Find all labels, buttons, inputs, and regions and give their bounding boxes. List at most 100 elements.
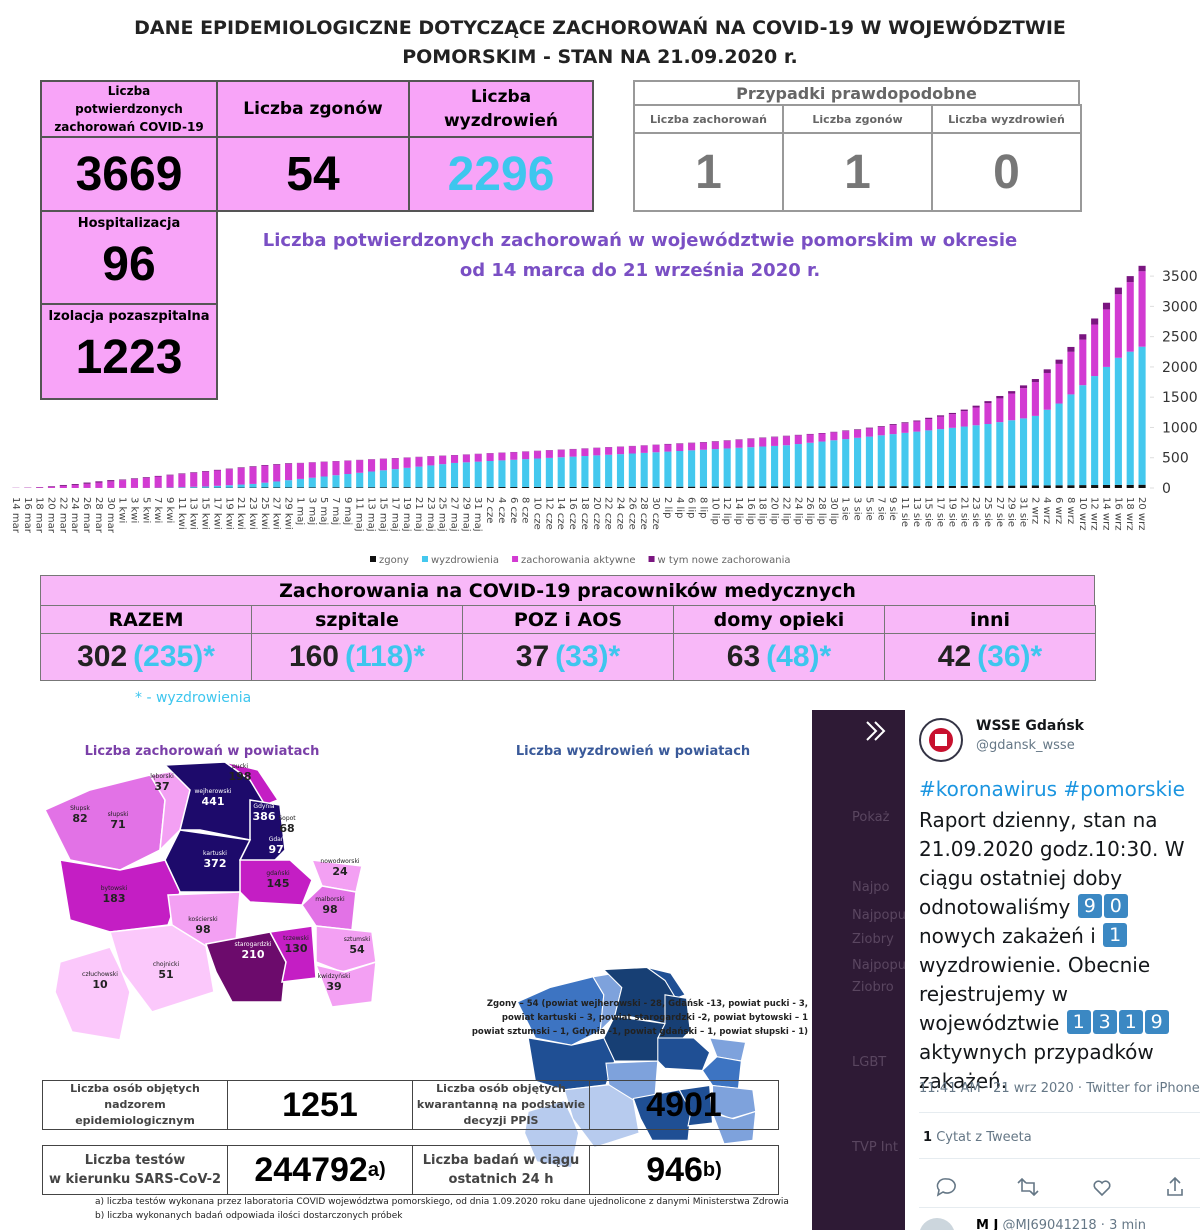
bar-segment <box>1067 346 1075 352</box>
bar-segment <box>913 431 921 487</box>
bar-segment <box>1091 376 1099 486</box>
action-bar <box>936 1176 1183 1197</box>
x-tick-label: 19 maj <box>401 497 412 532</box>
bar-segment <box>510 452 518 460</box>
bar-segment <box>901 486 909 488</box>
bar-segment <box>842 431 850 440</box>
bar-segment <box>1114 357 1122 485</box>
bar-segment <box>367 459 376 472</box>
stat-box: Hospitalizacja 96 <box>40 210 218 305</box>
bar-segment <box>699 442 708 450</box>
region-value: 51 <box>727 890 737 898</box>
x-tick-label: 14 cze <box>555 497 566 530</box>
legend-label: wyzdrowienia <box>431 555 499 566</box>
region-value: 136 <box>648 779 663 787</box>
bar-segment <box>273 481 281 488</box>
bar-segment <box>1043 409 1051 486</box>
bar-segment <box>344 460 352 475</box>
retweet-icon[interactable] <box>1017 1177 1039 1197</box>
x-tick-label: 8 wrz <box>1065 497 1076 524</box>
region-name: człuchowski <box>82 971 118 978</box>
bar-segment <box>842 430 850 432</box>
keycap-digit: 9 <box>1144 1010 1169 1034</box>
bar-segment <box>119 480 127 488</box>
bar-segment <box>190 486 198 488</box>
bar-segment <box>1019 418 1028 486</box>
bar-segment <box>854 429 862 430</box>
bar-segment <box>213 469 222 471</box>
bar-segment <box>806 434 814 443</box>
bar-segment <box>379 470 387 488</box>
bar-segment <box>984 485 992 488</box>
region-name: gdański <box>266 870 290 877</box>
bar-segment <box>320 487 328 488</box>
region-value: 51 <box>158 968 173 981</box>
medical-value: 42 <box>937 640 972 673</box>
bar-segment <box>628 486 636 488</box>
chevron-icon <box>866 721 886 741</box>
bar-segment <box>403 487 411 488</box>
like-icon[interactable] <box>1093 1180 1111 1197</box>
sidebar-item: Najpo <box>852 880 890 895</box>
bar-segment <box>427 487 435 488</box>
bar-segment <box>616 446 625 455</box>
region <box>54 946 131 1041</box>
report-title: DANE EPIDEMIOLOGICZNE DOTYCZĄCE ZACHOROW… <box>0 14 1200 72</box>
bar-segment <box>925 430 933 487</box>
bar-segment <box>830 440 838 487</box>
region-value: 11 <box>620 876 630 884</box>
bar-segment <box>771 437 779 446</box>
chart-title-line: od 14 marca do 21 września 2020 r. <box>459 260 821 281</box>
bar-segment <box>1055 403 1063 486</box>
bar-segment <box>320 461 328 477</box>
bar-segment <box>936 416 945 430</box>
quotes-count: 1 <box>923 1130 933 1145</box>
bar-segment <box>948 414 956 428</box>
bar-segment <box>676 486 684 488</box>
x-tick-label: 18 cze <box>579 497 590 530</box>
x-tick-label: 12 wrz <box>1089 497 1100 530</box>
bar-segment <box>83 482 91 484</box>
quotes[interactable]: 1 Cytat z Tweeta <box>923 1130 1032 1145</box>
bar-segment <box>996 485 1004 488</box>
bar-segment <box>486 487 494 488</box>
reply-icon[interactable] <box>936 1178 956 1197</box>
bar-segment <box>664 444 672 452</box>
tweet-text: Raport dzienny, stan na 21.09.2020 godz.… <box>919 808 1185 919</box>
bar-segment <box>640 445 648 453</box>
region-name: tczewski <box>283 935 309 942</box>
bar-segment <box>771 445 779 487</box>
medical-column: inni <box>884 605 1096 635</box>
x-tick-label: 23 sie <box>970 497 981 527</box>
x-tick-label: 28 cze <box>638 497 649 530</box>
hashtags[interactable]: #koronawirus #pomorskie <box>919 777 1185 801</box>
x-tick-label: 13 maj <box>366 497 377 532</box>
bar-segment <box>545 486 553 488</box>
bar-segment <box>581 448 589 457</box>
bar-segment <box>948 485 956 488</box>
stat-value: 96 <box>102 238 156 291</box>
medical-value: 160 <box>288 640 339 673</box>
bar-segment <box>628 446 636 454</box>
region-name: słupski <box>108 811 129 818</box>
medical-column: szpitale <box>251 605 463 635</box>
bar-segment <box>1102 309 1111 367</box>
x-tick-label: 31 sie <box>1018 497 1029 527</box>
bar-segment <box>759 438 767 447</box>
title-line: POMORSKIM - STAN NA 21.09.2020 r. <box>402 46 798 68</box>
bar-segment <box>59 484 67 486</box>
region-value: 82 <box>72 812 87 825</box>
region-name: wejherowski <box>195 788 232 795</box>
bar-segment <box>95 482 103 488</box>
bar-segment <box>462 454 470 463</box>
bar-segment <box>699 486 708 488</box>
x-tick-label: 21 sie <box>958 497 969 527</box>
bar-segment <box>818 433 826 442</box>
bar-segment <box>332 487 340 488</box>
bar-segment <box>367 471 376 488</box>
bar-segment <box>569 449 577 457</box>
map-cases <box>43 761 377 1041</box>
share-icon[interactable] <box>1167 1176 1183 1196</box>
y-tick-label: 1500 <box>1162 390 1198 406</box>
x-tick-label: 21 kwi <box>235 497 246 530</box>
